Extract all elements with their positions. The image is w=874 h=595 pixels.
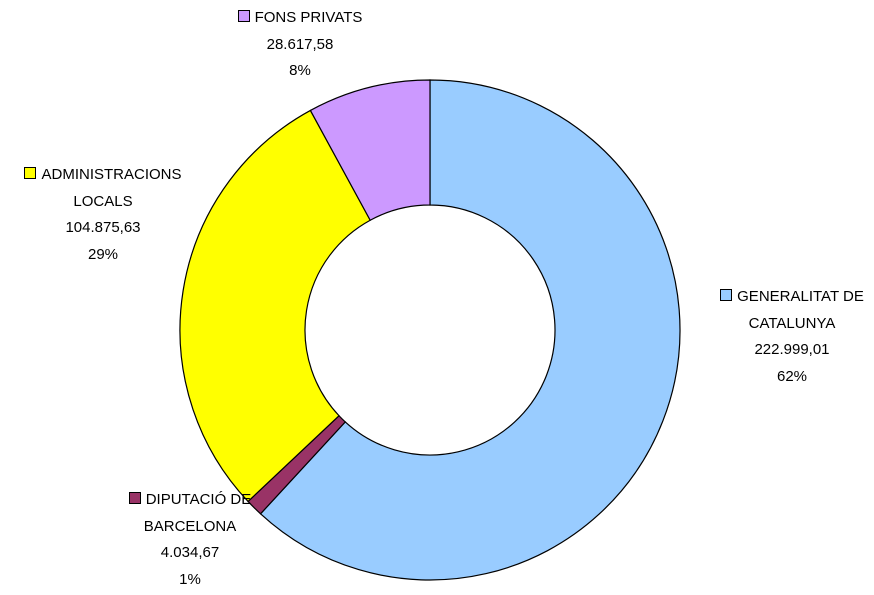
legend-swatch — [237, 10, 250, 22]
donut-slice — [309, 79, 431, 222]
category-line: ADMINISTRACIONS LOCALS — [3, 162, 203, 215]
slice-label: GENERALITAT DE CATALUNYA 222.999,01 62% — [707, 284, 874, 390]
percent-label: 8% — [289, 62, 311, 79]
percent-label: 29% — [87, 245, 119, 263]
value-label: 28.617,58 — [266, 35, 334, 53]
legend-swatch — [128, 492, 141, 504]
donut-slice — [179, 109, 372, 503]
category-name: DIPUTACIÓ DE BARCELONA — [143, 491, 252, 535]
value-label: 104.875,63 — [65, 219, 141, 236]
category-line: GENERALITAT DE CATALUNYA — [707, 284, 874, 337]
donut-slice — [259, 79, 681, 581]
category-line: DIPUTACIÓ DE BARCELONA — [105, 487, 275, 540]
slice-label: ADMINISTRACIONS LOCALS 104.875,63 29% — [3, 162, 203, 268]
value-label: 222.999,01 — [754, 341, 830, 358]
legend-swatch — [24, 167, 37, 179]
percent-label: 1% — [179, 570, 201, 588]
category-name: FONS PRIVATS — [254, 9, 363, 26]
legend-swatch — [720, 289, 733, 301]
category-name: GENERALITAT DE CATALUNYA — [737, 288, 864, 332]
percent-label: 62% — [776, 367, 808, 385]
category-line: FONS PRIVATS — [195, 5, 405, 32]
slice-label: DIPUTACIÓ DE BARCELONA 4.034,67 1% — [105, 487, 275, 593]
slice-label: FONS PRIVATS 28.617,58 8% — [195, 5, 405, 85]
value-label: 4.034,67 — [160, 544, 220, 561]
category-name: ADMINISTRACIONS LOCALS — [41, 166, 182, 210]
